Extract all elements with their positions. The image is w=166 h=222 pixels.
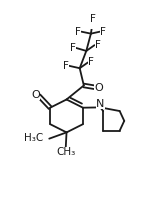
Text: N: N <box>96 99 105 109</box>
Text: F: F <box>90 14 95 24</box>
Text: F: F <box>95 40 100 50</box>
Text: CH₃: CH₃ <box>57 147 76 157</box>
Text: O: O <box>32 90 40 100</box>
Text: F: F <box>100 27 106 37</box>
Text: F: F <box>76 27 81 37</box>
Text: O: O <box>94 83 103 93</box>
Text: H₃C: H₃C <box>24 133 44 143</box>
Text: F: F <box>70 43 76 53</box>
Text: F: F <box>88 57 94 67</box>
Text: F: F <box>63 61 69 71</box>
